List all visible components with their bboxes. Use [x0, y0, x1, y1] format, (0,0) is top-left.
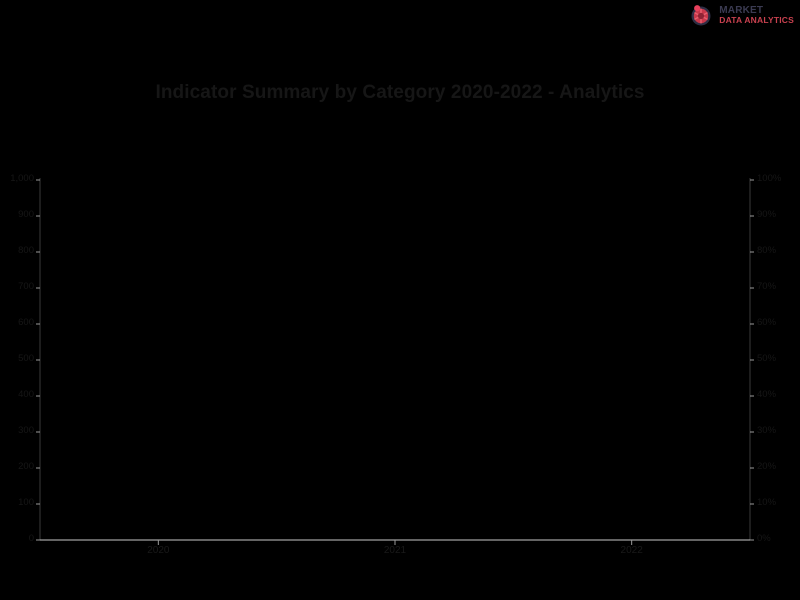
- y-axis-right-tick-label: 60%: [757, 317, 777, 328]
- y-axis-left-tick-label: 500: [18, 353, 34, 364]
- y-axis-right-tick-label: 20%: [757, 461, 777, 472]
- y-axis-left-tick-label: 800: [18, 245, 34, 256]
- y-axis-left-tick-label: 300: [18, 425, 34, 436]
- y-axis-right-tick-label: 0%: [757, 533, 771, 544]
- y-axis-right-tick-label: 90%: [757, 209, 777, 220]
- y-axis-left-tick-label: 1,000: [10, 173, 34, 184]
- chart-legend: [0, 584, 800, 592]
- y-axis-right-tick-label: 50%: [757, 353, 777, 364]
- logo-line-2: DATA ANALYTICS: [719, 14, 794, 25]
- y-axis-left-tick-label: 0: [28, 533, 34, 544]
- y-axis-left-tick-label: 200: [18, 461, 34, 472]
- x-axis-tick-label: 2021: [383, 545, 407, 556]
- y-axis-left-tick-label: 900: [18, 209, 34, 220]
- y-axis-left-tick-label: 400: [18, 389, 34, 400]
- x-axis-tick-label: 2020: [147, 545, 170, 556]
- y-axis-right-tick-label: 40%: [757, 389, 777, 400]
- circular-brand-mark-icon: [688, 2, 714, 28]
- y-axis-left-tick-label: 600: [18, 317, 34, 328]
- y-axis-right-tick-label: 100%: [757, 173, 782, 184]
- y-axis-right-tick-label: 30%: [757, 425, 777, 436]
- y-axis-left-tick-label: 700: [18, 281, 34, 292]
- logo-text: MARKET DATA ANALYTICS: [719, 4, 794, 25]
- x-axis-tick-label: 2022: [620, 545, 643, 556]
- y-axis-right-tick-label: 70%: [757, 281, 777, 292]
- brand-logo: MARKET DATA ANALYTICS: [688, 2, 794, 28]
- y-axis-right-tick-label: 80%: [757, 245, 777, 256]
- y-axis-right-tick-label: 10%: [757, 497, 777, 508]
- y-axis-left-tick-label: 100: [18, 497, 34, 508]
- page-title: Indicator Summary by Category 2020-2022 …: [155, 82, 645, 103]
- logo-line-1: MARKET: [719, 4, 764, 16]
